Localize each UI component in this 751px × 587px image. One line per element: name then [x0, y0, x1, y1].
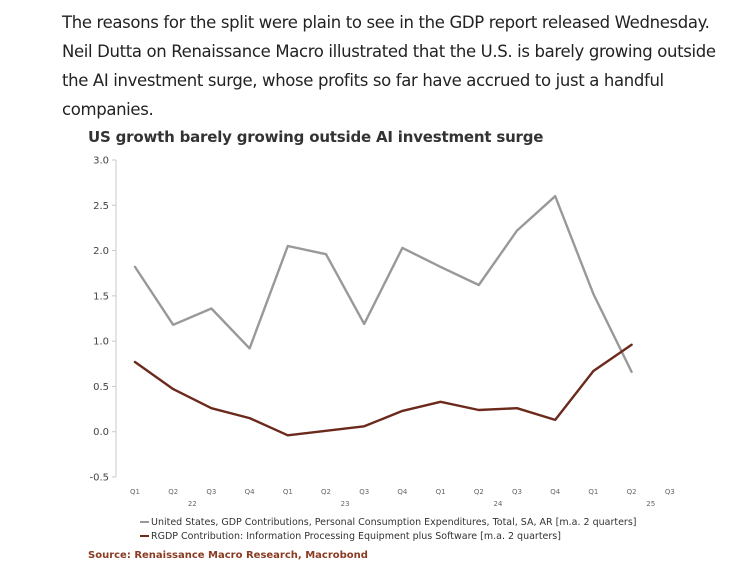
x-tick-label: Q4 [245, 488, 256, 496]
y-tick-label: 0.5 [93, 382, 109, 393]
legend-swatch-info-processing [140, 535, 149, 537]
x-year-label: 25 [646, 500, 655, 508]
legend-label-pce: United States, GDP Contributions, Person… [151, 516, 637, 528]
x-tick-label: Q3 [665, 488, 675, 496]
x-tick-label: Q3 [359, 488, 369, 496]
y-tick-label: 3.0 [93, 156, 109, 167]
x-tick-label: Q1 [588, 488, 598, 496]
x-tick-label: Q3 [206, 488, 216, 496]
x-tick-label: Q4 [397, 488, 408, 496]
legend-label-info-processing: RGDP Contribution: Information Processin… [151, 530, 561, 542]
legend-item-pce: United States, GDP Contributions, Person… [140, 515, 636, 529]
x-tick-label: Q1 [436, 488, 446, 496]
legend-item-info-processing: RGDP Contribution: Information Processin… [140, 529, 636, 543]
x-year-label: 24 [493, 500, 502, 508]
x-tick-label: Q1 [130, 488, 140, 496]
series-line-info-processing [133, 343, 633, 437]
x-tick-label: Q1 [283, 488, 293, 496]
legend: United States, GDP Contributions, Person… [140, 515, 636, 543]
y-tick-label: -0.5 [89, 473, 109, 484]
x-tick-label: Q2 [627, 488, 637, 496]
y-tick-label: 1.0 [93, 337, 109, 348]
series-line-pce [133, 194, 633, 374]
x-tick-label: Q2 [474, 488, 484, 496]
source-note: Source: Renaissance Macro Research, Macr… [88, 550, 368, 561]
legend-swatch-pce [140, 521, 149, 523]
x-tick-label: Q4 [550, 488, 561, 496]
x-year-label: 23 [341, 500, 350, 508]
y-tick-label: 0.0 [93, 427, 109, 438]
chart-title: US growth barely growing outside AI inve… [88, 128, 544, 146]
y-tick-label: 2.0 [93, 246, 109, 257]
article-paragraph: The reasons for the split were plain to … [62, 13, 716, 119]
x-tick-label: Q2 [168, 488, 178, 496]
x-tick-label: Q3 [512, 488, 522, 496]
x-tick-label: Q2 [321, 488, 331, 496]
y-tick-label: 1.5 [93, 291, 109, 302]
y-tick-label: 2.5 [93, 201, 109, 212]
x-year-label: 22 [188, 500, 197, 508]
